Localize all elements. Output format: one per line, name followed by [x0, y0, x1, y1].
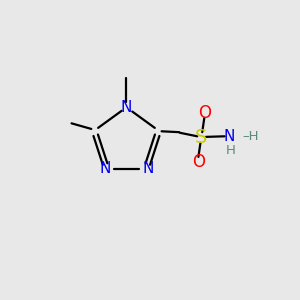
Text: H: H: [226, 144, 236, 157]
Text: O: O: [198, 104, 211, 122]
Text: N: N: [224, 129, 235, 144]
Text: O: O: [192, 153, 205, 171]
Text: S: S: [195, 128, 208, 147]
Text: N: N: [142, 161, 154, 176]
Text: N: N: [99, 161, 111, 176]
Text: N: N: [121, 100, 132, 115]
Text: –H: –H: [242, 130, 259, 143]
